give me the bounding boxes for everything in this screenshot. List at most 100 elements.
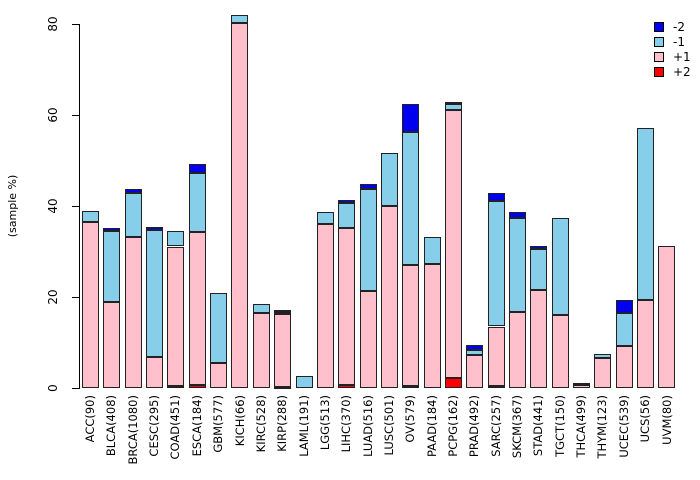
bar-segment-+2-LIHC(370) [338, 385, 356, 388]
x-label-ESCA(184): ESCA(184) [189, 395, 204, 457]
bar-segment--1-LUAD(516) [359, 188, 377, 292]
bar-segment--2-OV(579) [402, 104, 420, 133]
y-tick [72, 388, 79, 389]
y-tick [72, 206, 79, 207]
legend: -2 -1 +1 +2 [654, 21, 691, 81]
bar-segment-+1-LGG(513) [316, 224, 334, 388]
bar-segment--1-KICH(66) [231, 15, 249, 23]
bar-segment--2-UCEC(539) [615, 300, 633, 314]
bar-segment--1-UCEC(539) [615, 313, 633, 346]
x-label-ACC(90): ACC(90) [83, 395, 97, 443]
bar-segment-+1-UCEC(539) [615, 345, 633, 388]
bar-segment--1-CESC(295) [146, 230, 164, 357]
y-tick-label: 80 [46, 16, 60, 32]
bar-segment-+1-KIRC(528) [252, 313, 270, 388]
bar-segment-+1-LIHC(370) [338, 228, 356, 386]
bar-segment-+1-COAD(451) [167, 246, 185, 386]
bar-segment-+1-OV(579) [402, 265, 420, 387]
bar-segment--2-CESC(295) [146, 226, 164, 231]
bar-segment--1-BRCA(1080) [124, 192, 142, 237]
bar-segment-+1-PRAD(492) [466, 354, 484, 388]
bar-segment--1-BLCA(408) [103, 231, 121, 302]
bar-segment--1-SKCM(367) [509, 217, 526, 312]
bar-segment--1-UCS(56) [637, 128, 655, 301]
bar-segment--1-TGCT(150) [551, 218, 569, 316]
bar-segment-+1-LUAD(516) [359, 291, 377, 388]
bar-segment--1-LIHC(370) [338, 203, 356, 229]
y-tick [72, 24, 79, 25]
bar-segment--1-THYM(123) [594, 353, 612, 359]
bar-segment--2-KIRP(288) [274, 310, 292, 313]
x-label-UCS(56): UCS(56) [638, 395, 653, 443]
bar-segment--1-PCPG(162) [444, 103, 462, 110]
y-tick-label: 20 [46, 289, 60, 305]
legend-label: +2 [673, 65, 691, 79]
bar-segment--2-PCPG(162) [444, 101, 462, 104]
y-axis-line [79, 24, 80, 389]
x-label-GBM(577): GBM(577) [211, 395, 226, 453]
bar-segment--2-STAD(441) [530, 245, 548, 250]
bar-segment--1-GBM(577) [210, 293, 228, 363]
bar-segment--2-SARC(257) [487, 192, 505, 202]
bar-segment-+1-ACC(90) [82, 221, 99, 388]
x-label-COAD(451): COAD(451) [168, 395, 183, 460]
legend-swatch-icon [654, 67, 664, 77]
bar-segment--1-LAML(191) [295, 376, 313, 388]
bar-segment--1-STAD(441) [530, 249, 548, 291]
x-label-LIHC(370): LIHC(370) [339, 395, 354, 453]
x-label-BRCA(1080): BRCA(1080) [125, 395, 140, 465]
legend-swatch-icon [654, 22, 664, 32]
bar-segment--1-PAAD(184) [423, 236, 441, 264]
x-label-UCEC(539): UCEC(539) [616, 395, 631, 458]
bar-segment--1-LGG(513) [316, 211, 334, 225]
bar-segment-+2-OV(579) [402, 386, 420, 389]
bar-segment-+1-PCPG(162) [444, 110, 462, 378]
x-label-UVM(80): UVM(80) [659, 395, 674, 445]
x-label-SARC(257): SARC(257) [488, 395, 503, 457]
bar-segment--1-KIRP(288) [274, 312, 292, 314]
x-label-LUSC(501): LUSC(501) [381, 395, 396, 456]
bar-segment--2-SKCM(367) [509, 211, 526, 218]
x-label-KIRP(288): KIRP(288) [275, 395, 290, 452]
bar-segment--1-OV(579) [402, 132, 420, 266]
bar-segment--2-BRCA(1080) [124, 188, 142, 193]
x-label-PCPG(162): PCPG(162) [446, 395, 460, 457]
bar-segment-+2-PCPG(162) [444, 378, 462, 388]
y-tick-label: 60 [46, 107, 60, 123]
bar-segment-+1-LUSC(501) [380, 206, 398, 388]
bar-segment-+1-BRCA(1080) [124, 236, 142, 388]
bar-segment-+1-UVM(80) [658, 245, 676, 388]
x-label-STAD(441): STAD(441) [531, 395, 546, 457]
bar-segment-+1-SKCM(367) [509, 312, 526, 388]
x-label-THCA(499): THCA(499) [574, 395, 588, 458]
legend-label: -1 [673, 35, 685, 49]
legend-item-+2: +2 [654, 66, 691, 78]
legend-label: -2 [673, 20, 685, 34]
bar-segment-+2-ESCA(184) [188, 384, 206, 388]
bar-segment-+1-PAAD(184) [423, 263, 441, 388]
x-label-THYM(123): THYM(123) [595, 395, 610, 459]
bar-segment-+1-THYM(123) [594, 358, 612, 388]
y-tick [72, 115, 79, 116]
bar-segment-+1-TGCT(150) [551, 315, 569, 388]
legend-item--1: -1 [654, 36, 691, 48]
legend-label: +1 [673, 50, 691, 64]
bar-segment-+1-BLCA(408) [103, 301, 121, 389]
x-label-OV(579): OV(579) [403, 395, 418, 443]
x-label-PRAD(492): PRAD(492) [467, 395, 482, 458]
bar-segment-+2-KIRP(288) [274, 386, 292, 389]
bar-segment--1-THCA(499) [573, 382, 591, 386]
x-label-SKCM(367): SKCM(367) [510, 395, 524, 459]
x-label-CESC(295): CESC(295) [147, 395, 162, 457]
bar-segment-+1-KICH(66) [231, 22, 249, 388]
bar-segment-+1-GBM(577) [210, 362, 228, 388]
x-label-PAAD(184): PAAD(184) [424, 395, 439, 458]
y-tick-label: 40 [46, 198, 60, 214]
x-label-KIRC(528): KIRC(528) [253, 395, 268, 453]
legend-swatch-icon [654, 52, 664, 62]
bar-segment--1-COAD(451) [167, 230, 185, 247]
legend-item--2: -2 [654, 21, 691, 33]
bar-segment-+1-KIRP(288) [274, 313, 292, 387]
bar-segment--1-SARC(257) [487, 201, 505, 327]
